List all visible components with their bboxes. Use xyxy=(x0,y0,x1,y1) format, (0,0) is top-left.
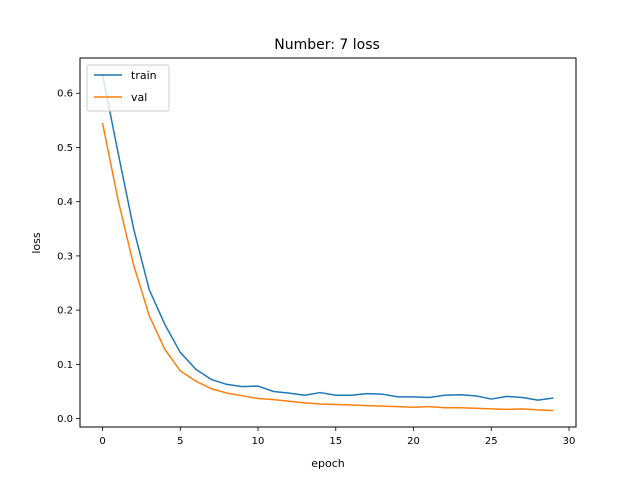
plot-frame xyxy=(79,57,577,428)
x-tick-label: 15 xyxy=(329,436,342,447)
x-tick-label: 10 xyxy=(252,436,265,447)
y-tick-label: 0.2 xyxy=(57,306,73,317)
legend: train val xyxy=(86,64,170,112)
y-tick-label: 0.5 xyxy=(57,143,73,154)
series-line-val xyxy=(101,122,554,412)
legend-val-label: val xyxy=(131,91,147,104)
x-tick-label: 25 xyxy=(485,436,498,447)
chart-title: Number: 7 loss xyxy=(274,37,380,53)
x-axis-label: epoch xyxy=(311,457,345,470)
series-lines xyxy=(101,74,554,412)
x-tick-label: 0 xyxy=(99,436,105,447)
y-tick-label: 0.6 xyxy=(57,89,73,100)
x-tick-label: 5 xyxy=(177,436,183,447)
legend-box xyxy=(86,64,170,112)
x-tick-label: 20 xyxy=(407,436,420,447)
y-tick-label: 0.0 xyxy=(57,414,73,425)
y-axis-ticks: 0.0 0.1 0.2 0.3 0.4 0.5 0.6 xyxy=(57,89,80,425)
y-tick-label: 0.1 xyxy=(57,360,73,371)
legend-train-label: train xyxy=(131,69,157,82)
x-tick-label: 30 xyxy=(563,436,576,447)
y-tick-label: 0.4 xyxy=(57,197,73,208)
series-line-train xyxy=(101,74,554,401)
y-tick-label: 0.3 xyxy=(57,251,73,262)
y-axis-label: loss xyxy=(30,232,43,254)
x-axis-ticks: 0 5 10 15 20 25 30 xyxy=(99,427,575,447)
